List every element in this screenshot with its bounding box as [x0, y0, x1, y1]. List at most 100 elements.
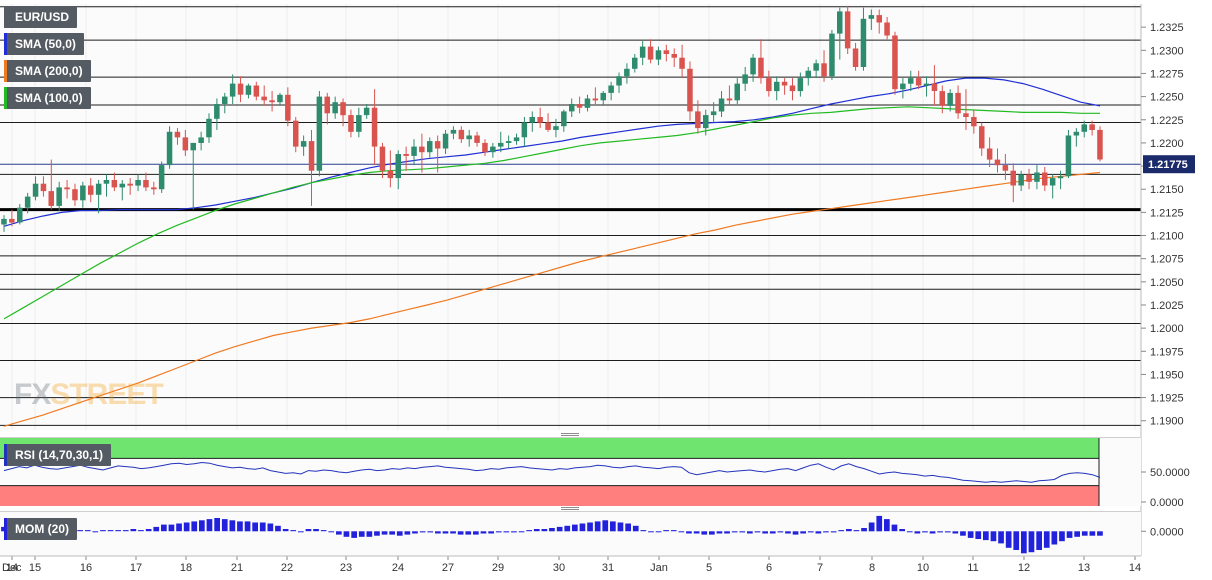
y-tick-label: 1.2125: [1150, 207, 1184, 219]
candle-body: [1097, 129, 1103, 160]
mom-bar: [244, 521, 251, 532]
candle-body: [766, 78, 772, 92]
candle-body: [1026, 174, 1032, 182]
x-tick-label: 29: [492, 562, 504, 574]
mom-bar: [861, 528, 867, 532]
y-tick-label: 1.2300: [1150, 45, 1184, 57]
sma-50-legend[interactable]: SMA (50,0): [4, 33, 84, 55]
mom-bar: [442, 531, 449, 534]
candle-body: [774, 81, 780, 92]
mom-bar: [655, 531, 662, 533]
mom-bar: [404, 531, 411, 535]
rsi-line: [3, 461, 1101, 483]
candle-body: [308, 141, 315, 171]
candle-body: [348, 115, 354, 132]
mom-bar: [975, 531, 982, 539]
panel-resize-handle[interactable]: [561, 507, 579, 510]
mom-legend[interactable]: MOM (20): [4, 518, 77, 540]
x-tick-label: 5: [706, 562, 712, 574]
mom-bar: [693, 531, 700, 534]
sma-50-swatch: [4, 33, 7, 55]
candle-body: [198, 137, 204, 143]
candle-body: [1018, 174, 1024, 186]
x-tick-label: 14: [6, 562, 18, 574]
candle-body: [781, 81, 788, 86]
mom-bar: [670, 530, 677, 532]
mom-bar: [465, 531, 472, 535]
mom-bar: [762, 531, 768, 534]
rsi-legend[interactable]: RSI (14,70,30,1): [4, 444, 112, 466]
candle-body: [379, 146, 386, 171]
sma-line: [3, 77, 1101, 227]
candle-body: [80, 185, 86, 201]
x-tick-label: 24: [392, 562, 404, 574]
candle-body: [111, 180, 118, 188]
y-tick-label: 1.1900: [1150, 416, 1184, 428]
y-tick-label: 1.1925: [1150, 393, 1184, 405]
mom-bar: [130, 529, 137, 532]
mom-bar: [587, 522, 593, 532]
mom-bar: [579, 523, 586, 532]
mom-bar: [838, 530, 845, 532]
candle-body: [545, 122, 551, 130]
candle-body: [427, 141, 433, 153]
mom-bar: [1013, 531, 1020, 550]
candle-body: [166, 131, 173, 166]
sma-200-legend[interactable]: SMA (200,0): [4, 60, 91, 82]
x-tick-label: 18: [180, 562, 192, 574]
candle-body: [222, 96, 228, 104]
mom-bar: [450, 531, 456, 534]
sma-100-legend[interactable]: SMA (100,0): [4, 87, 91, 109]
logo-fx: FX: [14, 378, 51, 411]
candle-body: [48, 191, 54, 206]
x-tick-label: 13: [1078, 562, 1090, 574]
mom-bar: [830, 531, 837, 533]
mom-bar: [145, 529, 152, 532]
mom-bar: [199, 520, 205, 532]
mom-bar: [305, 529, 312, 532]
mom-bar: [328, 531, 335, 533]
mom-bar: [678, 531, 685, 533]
mom-bar: [922, 531, 928, 533]
candle-body: [734, 83, 740, 101]
candle-body: [821, 63, 827, 77]
mom-bar: [853, 530, 860, 532]
symbol-label: EUR/USD: [4, 6, 78, 28]
candle-body: [253, 85, 260, 97]
mom-bar: [777, 531, 784, 533]
mom-bar: [168, 524, 175, 532]
candle-body: [450, 129, 457, 134]
candle-body: [908, 78, 914, 84]
mom-bar: [1036, 531, 1042, 550]
mom-bar: [1081, 531, 1088, 536]
candle-body: [434, 141, 441, 149]
mom-bar: [1021, 531, 1027, 554]
mom-bar: [473, 531, 479, 535]
candle-body: [56, 187, 62, 206]
mom-bar: [914, 531, 921, 534]
candle-body: [103, 180, 110, 184]
candle-body: [892, 35, 898, 90]
candle-body: [608, 85, 614, 93]
candlesticks: [1, 5, 1103, 232]
candle-body: [561, 111, 567, 127]
mom-bar: [267, 523, 274, 532]
mom-bar: [366, 531, 373, 537]
panel-resize-handle[interactable]: [561, 433, 579, 436]
mom-bar: [990, 531, 997, 542]
candle-body: [844, 11, 851, 49]
mom-bar: [960, 531, 966, 536]
mom-bar: [480, 531, 487, 534]
candle-body: [490, 146, 496, 153]
candle-body: [482, 142, 488, 153]
x-tick-label: 21: [231, 562, 243, 574]
candle-body: [72, 189, 78, 201]
mom-bar: [1074, 531, 1080, 537]
candle-body: [671, 54, 677, 58]
mom-axis: 0.0000: [1141, 526, 1184, 538]
candle-body: [837, 11, 843, 34]
mom-bar: [884, 519, 890, 532]
y-tick-label: 1.2325: [1150, 22, 1184, 34]
candle-body: [655, 50, 662, 60]
